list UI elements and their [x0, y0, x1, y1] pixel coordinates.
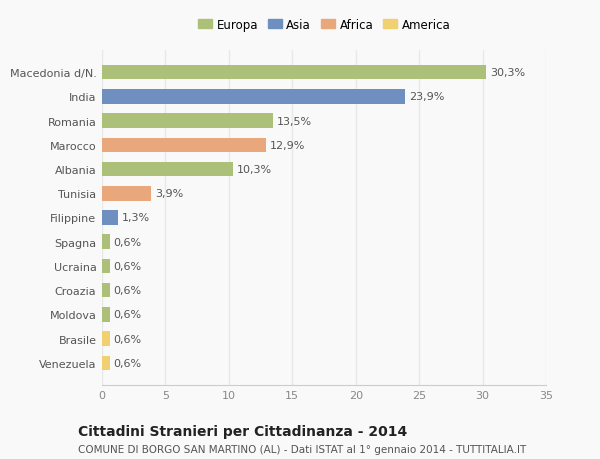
Text: 0,6%: 0,6%	[113, 261, 142, 271]
Text: 0,6%: 0,6%	[113, 334, 142, 344]
Text: 0,6%: 0,6%	[113, 285, 142, 296]
Bar	[102, 235, 110, 249]
Bar	[102, 308, 110, 322]
Bar	[102, 162, 233, 177]
Bar	[102, 114, 273, 129]
Bar	[102, 283, 110, 298]
Text: 10,3%: 10,3%	[236, 165, 272, 175]
Bar	[102, 66, 487, 80]
Text: 1,3%: 1,3%	[122, 213, 151, 223]
Legend: Europa, Asia, Africa, America: Europa, Asia, Africa, America	[196, 16, 452, 34]
Text: 3,9%: 3,9%	[155, 189, 184, 199]
Bar	[102, 356, 110, 370]
Bar	[102, 187, 151, 201]
Text: 0,6%: 0,6%	[113, 237, 142, 247]
Bar	[102, 138, 266, 153]
Text: 13,5%: 13,5%	[277, 116, 312, 126]
Bar	[102, 211, 118, 225]
Bar	[102, 332, 110, 346]
Text: 0,6%: 0,6%	[113, 310, 142, 320]
Text: 12,9%: 12,9%	[269, 140, 305, 151]
Bar	[102, 90, 405, 104]
Bar	[102, 259, 110, 274]
Text: 0,6%: 0,6%	[113, 358, 142, 368]
Text: 23,9%: 23,9%	[409, 92, 445, 102]
Text: Cittadini Stranieri per Cittadinanza - 2014: Cittadini Stranieri per Cittadinanza - 2…	[78, 425, 407, 438]
Text: 30,3%: 30,3%	[490, 68, 526, 78]
Text: COMUNE DI BORGO SAN MARTINO (AL) - Dati ISTAT al 1° gennaio 2014 - TUTTITALIA.IT: COMUNE DI BORGO SAN MARTINO (AL) - Dati …	[78, 444, 526, 454]
